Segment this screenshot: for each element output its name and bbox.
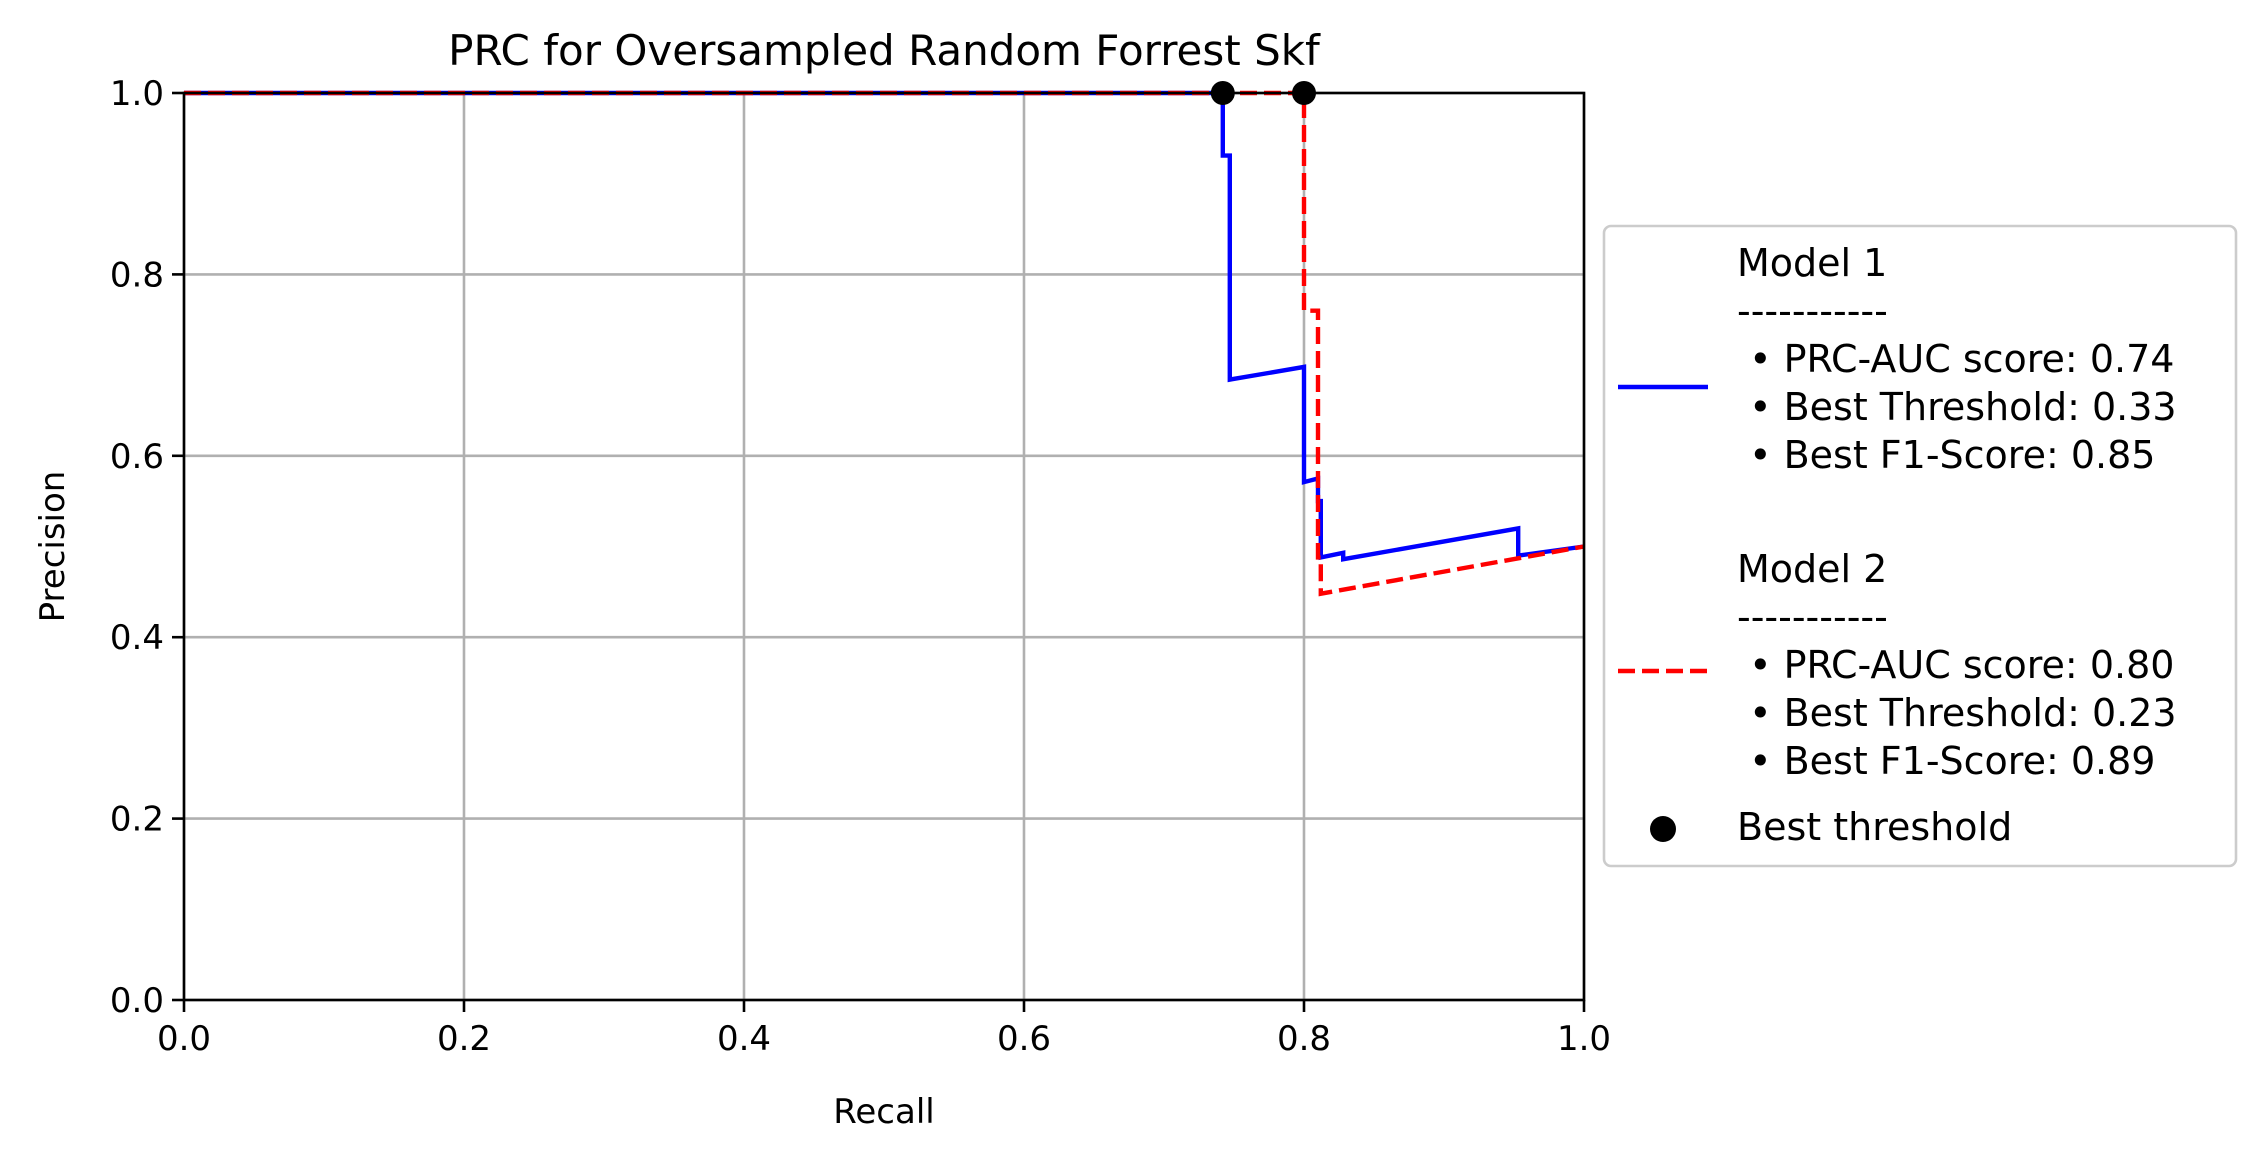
legend-line: • Best Threshold: 0.23: [1737, 691, 2177, 735]
legend-line: Model 1: [1737, 241, 1887, 285]
plot-series: [184, 90, 1585, 597]
legend-line: Best threshold: [1737, 805, 2012, 849]
legend-line: -----------: [1737, 289, 1888, 333]
axes-frame: [182, 91, 1586, 1002]
x-axis-title: Recall: [833, 1092, 934, 1132]
legend-line: • Best F1-Score: 0.89: [1737, 739, 2155, 783]
x-tick-label: 0.4: [717, 1019, 771, 1059]
legend-line: Model 2: [1737, 547, 1887, 591]
y-tick-label: 0.0: [110, 981, 164, 1021]
legend-box: [1602, 224, 2238, 868]
x-tick-label: 0.0: [157, 1019, 211, 1059]
chart-title: PRC for Oversampled Random Forrest Skf: [448, 26, 1321, 75]
grid: [182, 91, 1586, 1002]
y-axis-title: Precision: [33, 471, 73, 623]
series-line-model-2: [184, 90, 1585, 597]
legend-line: -----------: [1737, 595, 1888, 639]
legend-line: • Best Threshold: 0.33: [1737, 385, 2177, 429]
x-tick-label: 0.2: [437, 1019, 491, 1059]
x-tick-label: 1.0: [1557, 1019, 1611, 1059]
y-tick-label: 0.8: [110, 255, 164, 295]
axis-ticks: 0.0 0.2 0.4 0.6 0.8 1.0 0.0 0.2 0.4 0.6 0.8 1.0: [110, 74, 1611, 1059]
y-tick-label: 0.4: [110, 618, 164, 658]
y-tick-label: 0.6: [110, 437, 164, 477]
x-tick-label: 0.6: [997, 1019, 1051, 1059]
y-tick-label: 0.2: [110, 800, 164, 840]
legend-entry-best-threshold: Best threshold: [1650, 805, 2012, 849]
legend-entry-model-2: Model 2 ----------- • PRC-AUC score: 0.8…: [1618, 547, 2177, 783]
legend-marker-best-threshold: [1650, 816, 1676, 842]
series-line-model-1: [184, 90, 1585, 562]
legend-line: • Best F1-Score: 0.85: [1737, 433, 2155, 477]
legend-line: • PRC-AUC score: 0.74: [1737, 337, 2174, 381]
x-tick-label: 0.8: [1277, 1019, 1331, 1059]
legend: Model 1 ----------- • PRC-AUC score: 0.7…: [1602, 224, 2238, 868]
legend-line: • PRC-AUC score: 0.80: [1737, 643, 2174, 687]
legend-entry-model-1: Model 1 ----------- • PRC-AUC score: 0.7…: [1618, 241, 2177, 477]
y-tick-label: 1.0: [110, 74, 164, 114]
